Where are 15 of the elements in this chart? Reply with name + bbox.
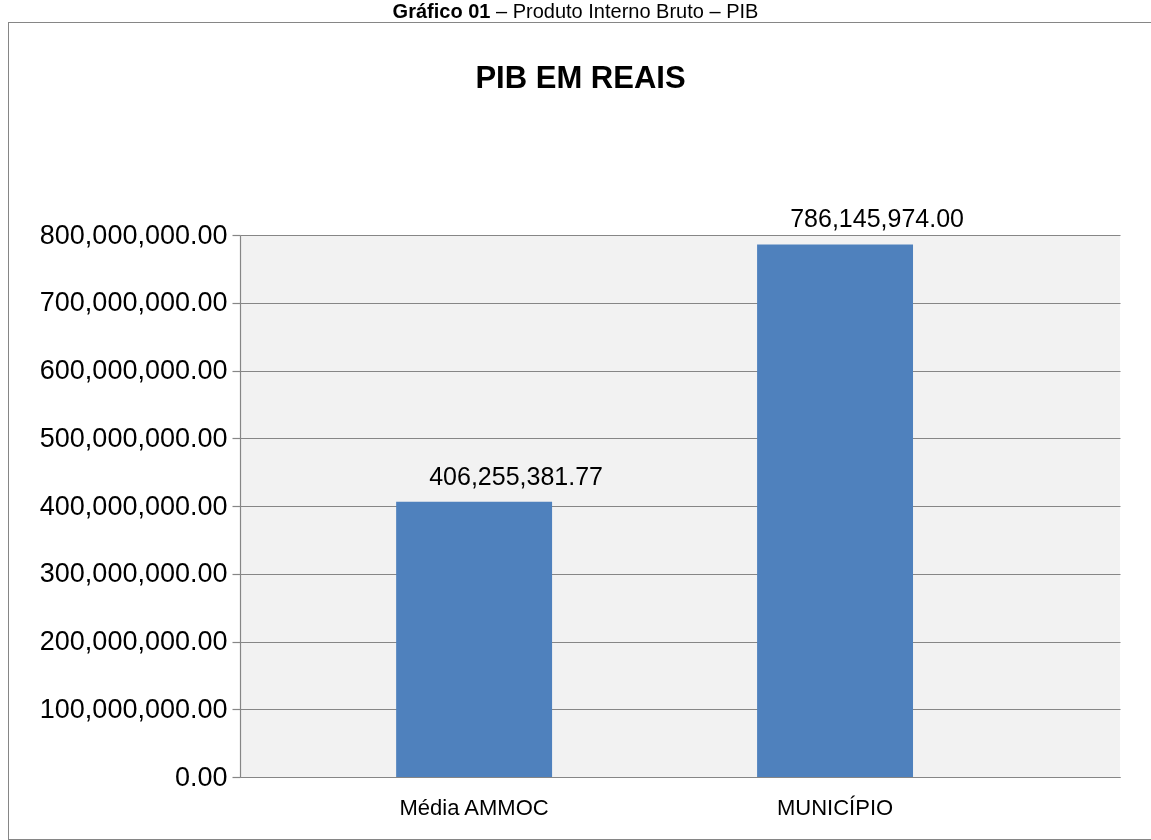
y-tick-label: 700,000,000.00 bbox=[39, 287, 228, 318]
data-label: 406,255,381.77 bbox=[429, 461, 603, 490]
x-tick-label: Média AMMOC bbox=[399, 794, 549, 820]
y-tick-label: 400,000,000.00 bbox=[39, 490, 228, 521]
y-tick-label: 600,000,000.00 bbox=[39, 355, 228, 385]
y-tick-label: 800,000,000.00 bbox=[39, 219, 228, 250]
y-tick-label: 500,000,000.00 bbox=[39, 422, 228, 453]
y-tick-label: 100,000,000.00 bbox=[39, 693, 228, 724]
chart-title: PIB EM REAIS bbox=[475, 60, 686, 96]
data-label: 786,145,974.00 bbox=[790, 204, 964, 233]
y-tick-label: 0.00 bbox=[174, 761, 228, 792]
y-tick-label: 300,000,000.00 bbox=[39, 558, 228, 589]
text: Gráfico 01 – Produto Interno Bruto – PIB bbox=[391, 0, 760, 22]
y-tick-label: 200,000,000.00 bbox=[39, 626, 228, 656]
x-tick-label: MUNICÍPIO bbox=[777, 794, 894, 820]
